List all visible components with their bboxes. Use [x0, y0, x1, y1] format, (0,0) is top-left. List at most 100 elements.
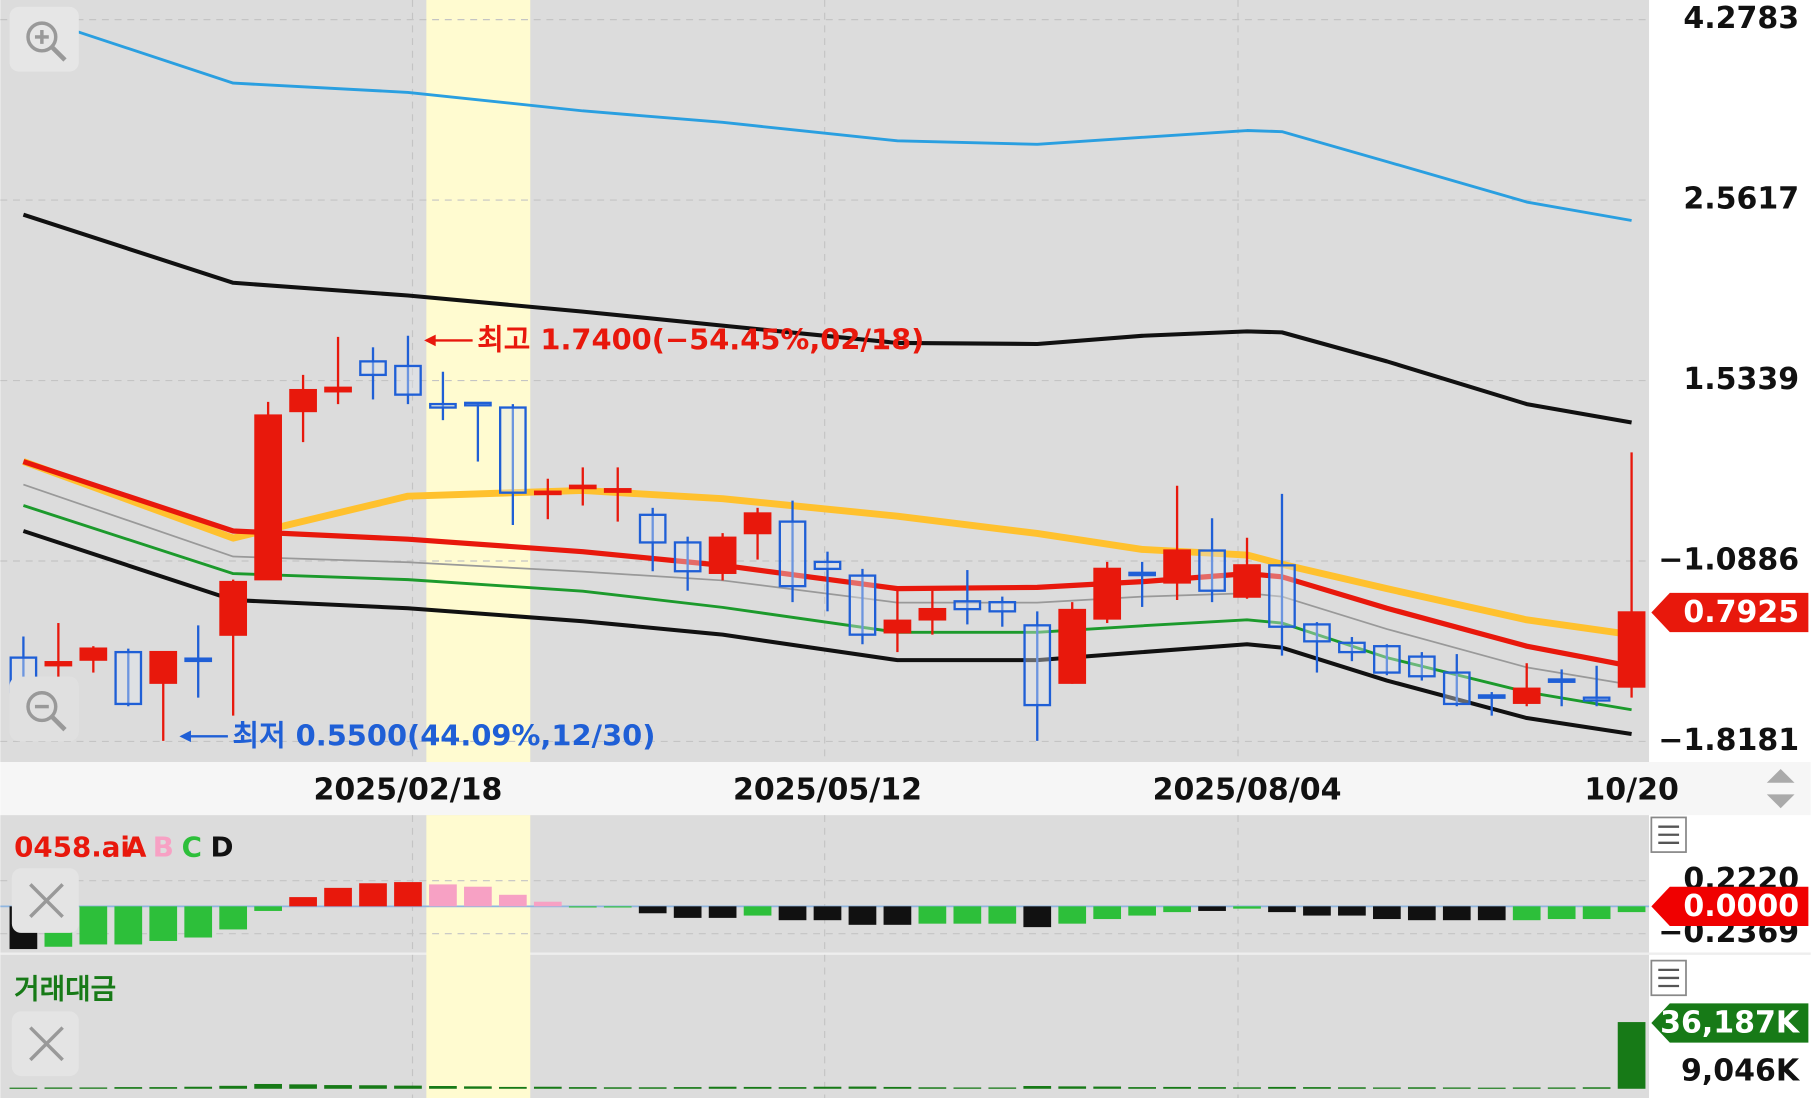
- bar: [79, 906, 108, 945]
- candle-body: [1442, 671, 1471, 706]
- bar: [848, 1086, 877, 1089]
- bar: [708, 906, 737, 918]
- bar: [394, 882, 422, 907]
- x-tick-label: 2025/08/04: [1153, 772, 1342, 807]
- bar: [1442, 906, 1471, 921]
- bar: [498, 1086, 527, 1089]
- y-tick-label: −1.8181: [1658, 723, 1799, 758]
- bar: [184, 906, 213, 938]
- bar: [1477, 1087, 1506, 1089]
- bar: [1233, 1087, 1261, 1089]
- bar: [1163, 1086, 1191, 1089]
- bar: [394, 1085, 422, 1089]
- candle-body: [708, 536, 737, 574]
- bar: [568, 1087, 597, 1089]
- candle-body: [149, 650, 178, 684]
- bar: [918, 1087, 947, 1089]
- candle-body: [638, 513, 667, 544]
- annotation: 최고 1.7400(−54.45%,02/18): [477, 323, 924, 357]
- bar: [988, 906, 1017, 924]
- close-button[interactable]: [11, 868, 79, 933]
- candle-body: [114, 650, 143, 706]
- bar: [988, 1087, 1017, 1089]
- bar: [1163, 906, 1191, 913]
- bar: [638, 1087, 667, 1089]
- bar: [1407, 1087, 1436, 1089]
- zoom-out[interactable]: [9, 676, 79, 742]
- candle-body: [359, 360, 387, 377]
- bar: [44, 1087, 73, 1089]
- bar: [1373, 1087, 1401, 1089]
- candle-body: [1128, 571, 1156, 577]
- bar: [429, 884, 457, 907]
- bar: [673, 906, 702, 918]
- value-badge: [1651, 1003, 1809, 1043]
- candle-body: [429, 402, 457, 409]
- bar: [673, 1087, 702, 1089]
- bar: [1058, 1086, 1087, 1089]
- candle-body: [848, 574, 877, 636]
- bar: [1093, 1086, 1122, 1089]
- bar: [429, 1085, 457, 1089]
- legend-entry: C: [182, 831, 202, 864]
- scroll-arrows[interactable]: [1757, 764, 1804, 813]
- bar: [883, 906, 912, 925]
- bar: [568, 906, 597, 908]
- candle-body: [1512, 687, 1541, 704]
- close-button[interactable]: [11, 1011, 79, 1077]
- y-tick-label: 9,046K: [1681, 1054, 1801, 1089]
- bar: [638, 906, 667, 914]
- bar: [813, 1086, 842, 1089]
- candle-body: [813, 560, 842, 571]
- bar: [1268, 906, 1296, 913]
- candle-body: [1338, 641, 1366, 654]
- candle-body: [44, 661, 73, 667]
- bar: [953, 906, 982, 924]
- candle-body: [988, 601, 1017, 613]
- candle-body: [533, 490, 562, 496]
- bar: [1128, 906, 1156, 916]
- bar: [603, 906, 632, 908]
- bar: [498, 894, 527, 907]
- bar: [9, 1087, 38, 1089]
- candle-body: [1268, 564, 1296, 628]
- legend-entry: D: [210, 831, 233, 864]
- bar: [219, 906, 248, 930]
- bar: [1547, 906, 1576, 920]
- bar: [1303, 906, 1331, 916]
- bar: [464, 886, 492, 907]
- highlight-range: [426, 815, 531, 1098]
- bar: [918, 906, 947, 924]
- menu-button[interactable]: [1650, 816, 1687, 853]
- candle-body: [1058, 608, 1087, 684]
- bar: [1338, 1087, 1366, 1089]
- y-tick-label: 1.5339: [1683, 362, 1799, 397]
- bar: [359, 1085, 387, 1089]
- y-tick-label: 2.5617: [1683, 182, 1799, 217]
- overlay-line: [22, 212, 1632, 425]
- price-badge-label: 0.7925: [1683, 595, 1799, 630]
- indicator-title: 0458.ai: [14, 831, 130, 864]
- bar: [813, 906, 842, 921]
- bar: [324, 1085, 352, 1089]
- bar: [254, 1083, 282, 1089]
- bar: [953, 1087, 982, 1089]
- candle-body: [254, 414, 282, 581]
- bar: [1338, 906, 1366, 916]
- bar: [1128, 1087, 1156, 1089]
- zoom-in[interactable]: [9, 6, 79, 72]
- y-tick-label: −1.0886: [1658, 543, 1799, 578]
- bar: [1617, 906, 1646, 913]
- bar: [1303, 1087, 1331, 1089]
- bar: [1198, 1087, 1226, 1089]
- x-tick-label: 2025/05/12: [733, 772, 922, 807]
- candle-body: [79, 647, 108, 661]
- menu-button[interactable]: [1650, 959, 1687, 997]
- bar: [603, 1087, 632, 1089]
- bar: [464, 1086, 492, 1089]
- bar: [149, 1087, 178, 1089]
- candle-body: [464, 401, 492, 407]
- volume-plot: [0, 953, 1650, 1098]
- candle-body: [1373, 645, 1401, 674]
